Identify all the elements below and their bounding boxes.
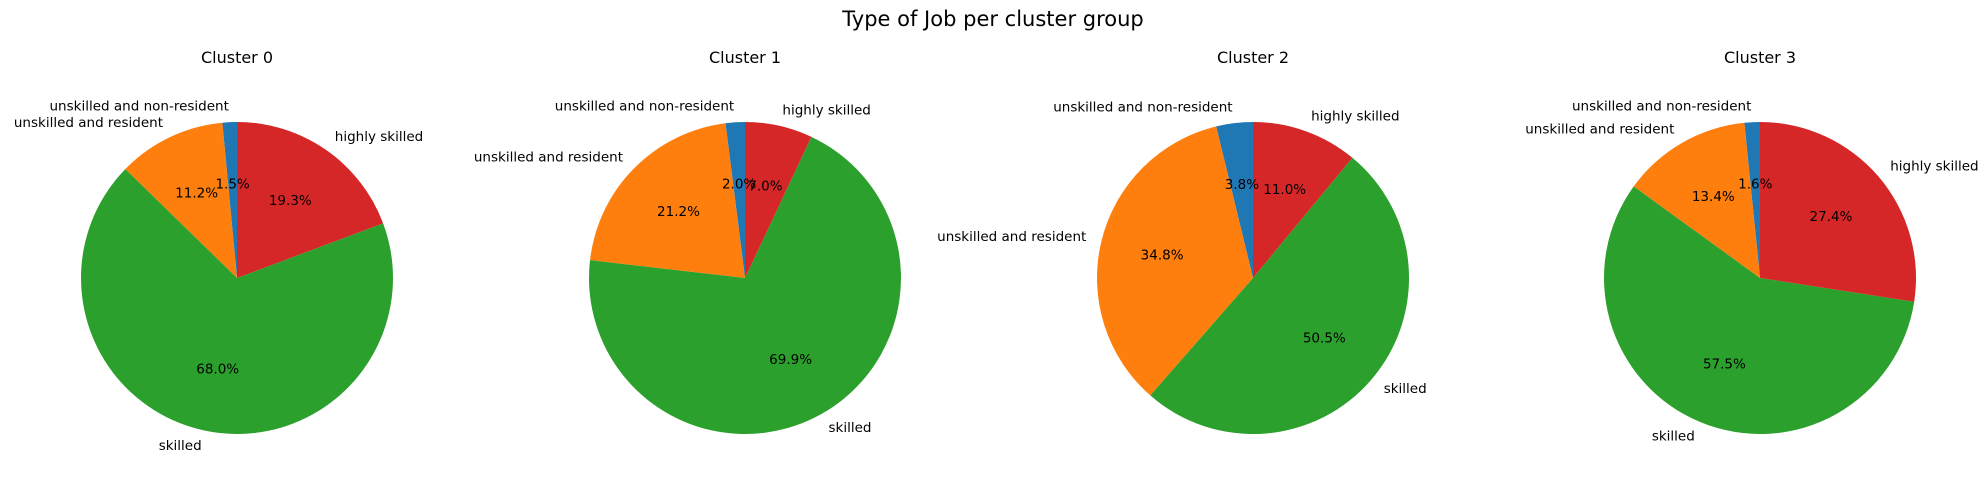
slice-label: unskilled and resident <box>1525 121 1674 137</box>
slice-percent-label: 13.4% <box>1692 189 1735 205</box>
pie-slice-highly-skilled <box>745 122 812 278</box>
slice-percent-label: 2.0% <box>722 177 756 193</box>
slice-label: skilled <box>829 420 872 436</box>
slice-label: highly skilled <box>1890 158 1978 174</box>
slice-label: skilled <box>1652 429 1695 445</box>
slice-label: unskilled and non-resident <box>50 99 229 115</box>
figure-title: Type of Job per cluster group <box>841 7 1144 31</box>
slice-percent-label: 7.0% <box>748 179 782 195</box>
slice-percent-label: 57.5% <box>1703 357 1746 373</box>
slice-label: unskilled and non-resident <box>1053 100 1232 116</box>
pie-slice-unskilled-and-non-resident <box>725 122 745 278</box>
slice-percent-label: 3.8% <box>1225 177 1259 193</box>
slice-label: unskilled and resident <box>937 229 1086 245</box>
slice-percent-label: 69.9% <box>769 352 812 368</box>
slice-label: unskilled and non-resident <box>1572 99 1751 115</box>
pie-slice-unskilled-and-resident <box>125 122 237 278</box>
slice-label: highly skilled <box>782 103 870 119</box>
pie-slice-highly-skilled <box>1253 121 1353 278</box>
pie-slice-unskilled-and-non-resident <box>222 122 237 278</box>
slice-percent-label: 21.2% <box>657 204 700 220</box>
pie-slice-skilled <box>80 169 393 435</box>
pie-cluster-3: Cluster 3 unskilled and non-resident unsk… <box>1525 48 1978 445</box>
slice-percent-label: 1.5% <box>215 177 249 193</box>
slice-percent-label: 11.0% <box>1263 182 1306 198</box>
pie-slice-unskilled-and-non-resident <box>1216 122 1253 278</box>
pie-title: Cluster 0 <box>201 48 273 67</box>
pie-slice-unskilled-and-non-resident <box>1744 122 1760 278</box>
slice-label: unskilled and resident <box>14 115 163 131</box>
slice-label: skilled <box>1384 381 1427 397</box>
slice-percent-label: 68.0% <box>196 362 239 378</box>
pie-title: Cluster 3 <box>1724 48 1796 67</box>
pie-slice-unskilled-and-resident <box>1633 122 1760 278</box>
pie-slice-skilled <box>1150 157 1410 435</box>
pie-cluster-2: Cluster 2 unskilled and non-resident unsk… <box>937 48 1427 435</box>
slice-percent-label: 11.2% <box>175 186 218 202</box>
slice-label: highly skilled <box>335 129 423 145</box>
pie-cluster-0: Cluster 0 unskilled and non-residentunsk… <box>14 48 423 454</box>
pie-title: Cluster 2 <box>1217 48 1289 67</box>
pie-title: Cluster 1 <box>709 48 781 67</box>
pie-slice-highly-skilled <box>1760 122 1917 302</box>
slice-label: highly skilled <box>1311 109 1399 125</box>
slice-percent-label: 34.8% <box>1141 248 1184 264</box>
slice-percent-label: 50.5% <box>1303 331 1346 347</box>
slice-percent-label: 27.4% <box>1810 209 1853 225</box>
pie-slice-unskilled-and-resident <box>590 123 745 278</box>
slice-label: skilled <box>159 438 202 454</box>
pie-slice-unskilled-and-resident <box>1097 126 1253 396</box>
slice-label: unskilled and resident <box>474 149 623 165</box>
pie-slice-highly-skilled <box>237 122 384 278</box>
pie-slice-skilled <box>1604 186 1915 434</box>
slice-percent-label: 19.3% <box>269 193 312 209</box>
pie-cluster-1: Cluster 1 unskilled and non-resident unsk… <box>474 48 901 436</box>
pie-slice-skilled <box>588 136 901 435</box>
slice-label: unskilled and non-resident <box>555 99 734 115</box>
slice-percent-label: 1.6% <box>1738 177 1772 193</box>
